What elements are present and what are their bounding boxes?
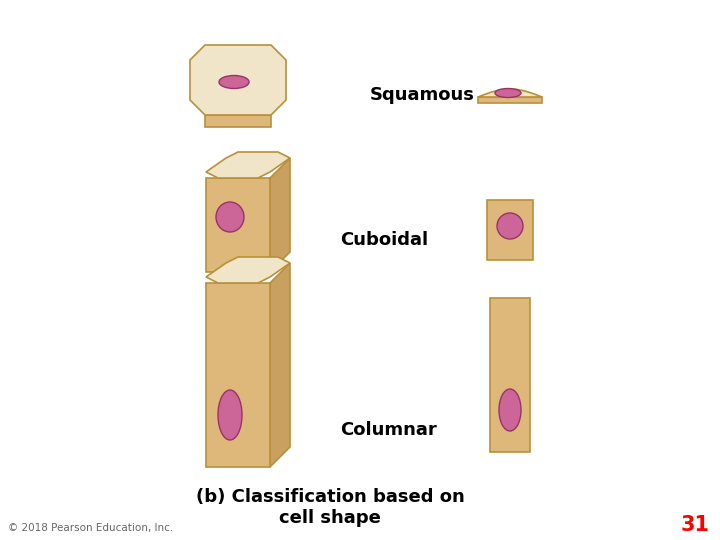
- Polygon shape: [190, 45, 286, 115]
- Ellipse shape: [219, 76, 249, 89]
- Polygon shape: [206, 178, 270, 272]
- Polygon shape: [205, 115, 271, 127]
- Polygon shape: [478, 89, 542, 97]
- Ellipse shape: [499, 389, 521, 431]
- Ellipse shape: [495, 89, 521, 98]
- Polygon shape: [490, 298, 530, 452]
- Text: 31: 31: [681, 515, 710, 535]
- Text: Squamous: Squamous: [370, 86, 475, 104]
- Polygon shape: [206, 283, 270, 467]
- Polygon shape: [206, 152, 290, 178]
- Ellipse shape: [218, 390, 242, 440]
- Text: Cuboidal: Cuboidal: [340, 231, 428, 249]
- Text: © 2018 Pearson Education, Inc.: © 2018 Pearson Education, Inc.: [8, 523, 174, 533]
- Polygon shape: [270, 158, 290, 272]
- Polygon shape: [478, 97, 542, 103]
- Polygon shape: [270, 263, 290, 467]
- Text: Columnar: Columnar: [340, 421, 437, 439]
- Ellipse shape: [216, 202, 244, 232]
- Polygon shape: [206, 257, 290, 283]
- Text: (b) Classification based on
cell shape: (b) Classification based on cell shape: [196, 488, 464, 527]
- Polygon shape: [487, 200, 533, 260]
- Ellipse shape: [497, 213, 523, 239]
